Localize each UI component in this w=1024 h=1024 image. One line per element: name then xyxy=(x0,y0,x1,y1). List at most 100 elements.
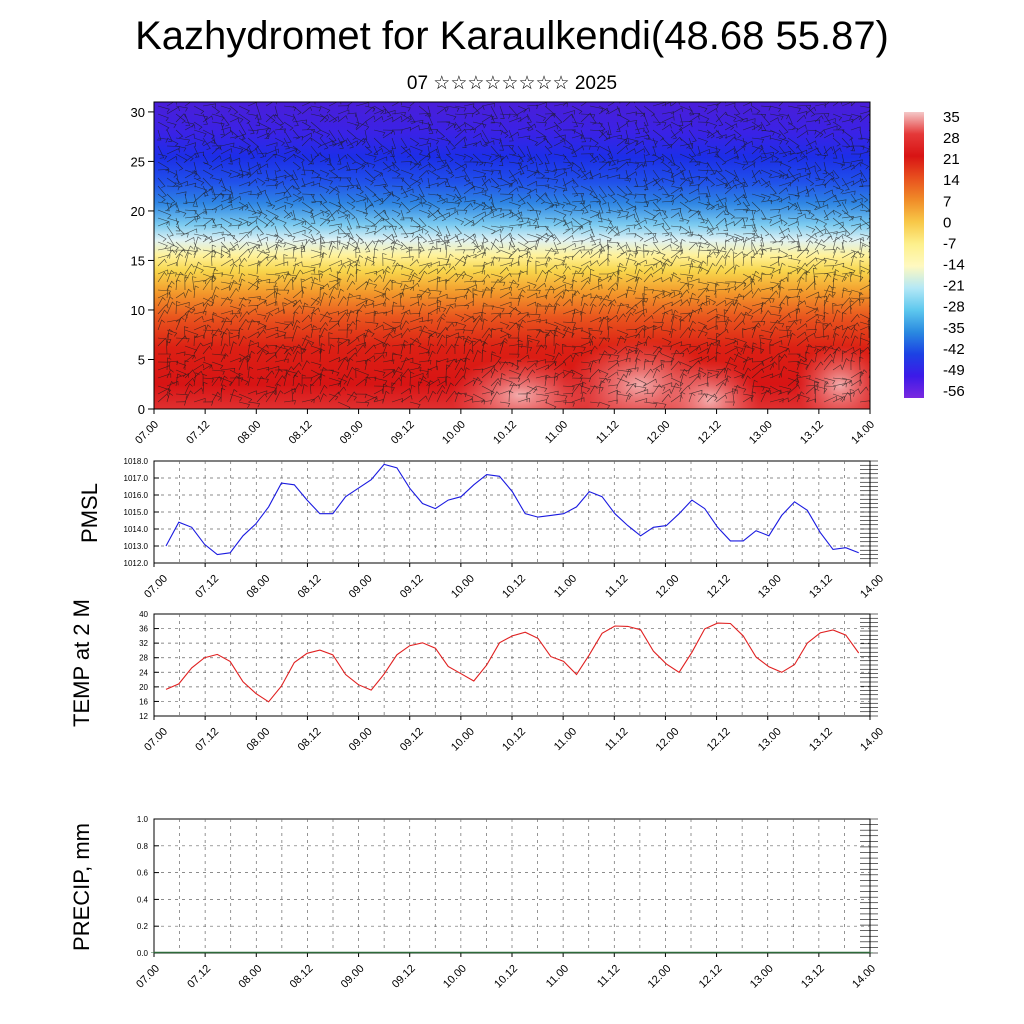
wind-barb xyxy=(670,309,679,323)
wind-barb xyxy=(202,377,214,383)
wind-barb xyxy=(229,393,243,402)
wind-barb xyxy=(175,335,188,347)
wind-barb xyxy=(391,217,403,230)
wind-barb xyxy=(652,289,665,296)
wind-barb xyxy=(580,329,592,338)
wind-barb xyxy=(481,169,494,176)
wind-barb xyxy=(832,364,843,371)
wind-barb xyxy=(562,201,577,210)
wind-barb xyxy=(850,193,857,203)
wind-barb xyxy=(634,262,642,275)
wind-barb xyxy=(373,248,379,259)
wind-barb xyxy=(409,337,420,347)
wind-barb xyxy=(625,102,636,107)
wind-barb xyxy=(328,116,340,123)
wind-barb xyxy=(355,161,366,170)
wind-barb xyxy=(769,321,785,328)
wind-barb xyxy=(310,277,319,291)
x-tick-label: 07.12 xyxy=(193,726,221,754)
wind-barb xyxy=(409,259,419,267)
wind-barb xyxy=(823,171,834,179)
wind-barb xyxy=(633,241,638,254)
wind-barb xyxy=(238,264,244,275)
wind-barb xyxy=(823,102,830,107)
wind-barb xyxy=(193,285,199,299)
wind-barb xyxy=(247,137,260,150)
wind-barb xyxy=(157,241,168,249)
wind-barb xyxy=(634,276,643,291)
wind-barb xyxy=(688,112,701,118)
wind-barb xyxy=(832,324,844,331)
wind-barb xyxy=(346,377,354,387)
wind-barb xyxy=(517,366,528,379)
wind-barb xyxy=(445,105,460,112)
wind-barb xyxy=(733,193,742,206)
wind-barb xyxy=(382,265,391,275)
wind-barb xyxy=(589,284,603,291)
wind-barb xyxy=(616,137,628,144)
wind-barb xyxy=(526,301,537,307)
wind-barb xyxy=(346,310,355,323)
wind-barb xyxy=(400,309,411,315)
wind-barb xyxy=(265,148,279,155)
wind-barb xyxy=(328,177,342,182)
wind-barb xyxy=(634,134,650,140)
wind-barb xyxy=(229,287,239,299)
wind-barb xyxy=(418,169,429,179)
wind-barb xyxy=(733,105,741,116)
wind-barb xyxy=(463,128,476,134)
wind-barb xyxy=(652,155,664,163)
wind-barb xyxy=(724,375,732,387)
wind-barb xyxy=(697,325,708,339)
wind-barb xyxy=(796,391,805,403)
wind-barb xyxy=(688,360,701,371)
x-tick-label: 13.00 xyxy=(756,726,784,754)
wind-barb xyxy=(670,129,684,139)
wind-barb xyxy=(184,369,195,379)
wind-barb xyxy=(652,223,664,228)
wind-barb xyxy=(391,201,402,208)
wind-barb xyxy=(292,246,299,259)
wind-barb xyxy=(247,366,254,379)
wind-barb xyxy=(661,200,674,205)
wind-barb xyxy=(832,326,840,339)
wind-barb xyxy=(580,249,593,254)
y-tick-label: 16 xyxy=(139,697,148,706)
wind-barb xyxy=(463,273,474,281)
wind-barb xyxy=(715,197,727,203)
wind-barb xyxy=(598,336,607,347)
wind-barb xyxy=(355,367,360,379)
wind-barb xyxy=(157,161,170,172)
wind-barb xyxy=(508,337,520,342)
wind-barb xyxy=(508,279,517,291)
wind-barb xyxy=(310,296,321,307)
wind-barb xyxy=(526,360,538,365)
wind-barb xyxy=(589,296,602,301)
wind-barb xyxy=(706,121,718,129)
wind-barb xyxy=(157,137,168,143)
wind-barb xyxy=(742,177,749,188)
wind-barb xyxy=(454,113,467,119)
wind-barb xyxy=(706,201,715,210)
wind-barb xyxy=(571,326,578,339)
wind-barb xyxy=(517,325,524,339)
wind-barb xyxy=(202,345,212,355)
wind-barb xyxy=(301,129,315,134)
wind-barb xyxy=(247,178,258,187)
wind-barb xyxy=(850,145,865,150)
wind-barb xyxy=(301,334,310,347)
wind-barb xyxy=(364,240,376,251)
wind-barb xyxy=(157,309,168,323)
wind-barb xyxy=(301,102,316,107)
wind-barb xyxy=(391,111,406,117)
wind-barb xyxy=(652,321,664,327)
wind-barb xyxy=(823,359,835,371)
wind-barb xyxy=(679,319,685,331)
wind-barb xyxy=(337,209,349,219)
wind-barb xyxy=(733,129,742,139)
wind-barb xyxy=(373,310,379,323)
wind-barb xyxy=(472,185,485,193)
wind-barb xyxy=(427,161,437,172)
wind-barb xyxy=(238,357,248,371)
